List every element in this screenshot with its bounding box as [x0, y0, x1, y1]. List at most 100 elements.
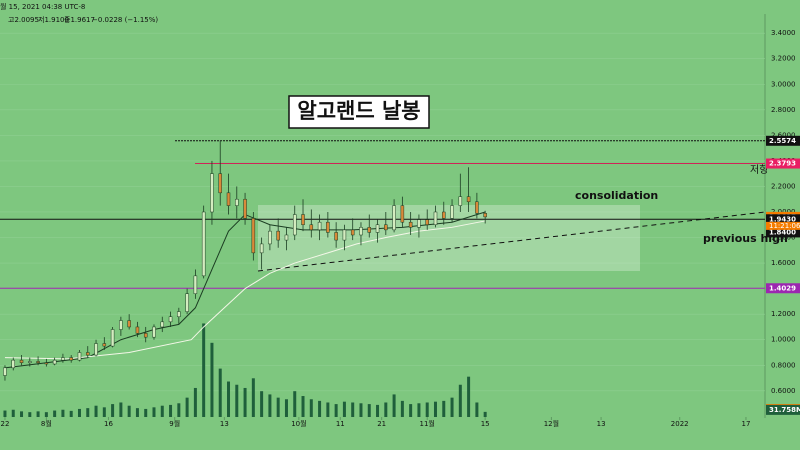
- volume-bar: [86, 408, 90, 417]
- volume-bar: [11, 409, 15, 417]
- price-tag-label: 31.758M: [769, 406, 800, 414]
- candle-body: [235, 198, 239, 206]
- volume-bar: [450, 397, 454, 417]
- candle-body: [317, 221, 322, 231]
- candle-body: [243, 198, 247, 219]
- candle-body: [177, 311, 181, 317]
- countdown: 11:21:06: [769, 222, 800, 230]
- volume-bar: [210, 342, 214, 417]
- volume-bar: [458, 384, 462, 417]
- volume-bar: [318, 400, 322, 417]
- candle-body: [168, 316, 173, 323]
- y-tick-label: 0.6000: [771, 387, 796, 395]
- header-high: 고2.0095: [8, 16, 39, 24]
- volume-bar: [202, 323, 206, 417]
- candle-body: [268, 230, 272, 245]
- candle-body: [450, 205, 454, 219]
- candle-body: [226, 192, 231, 206]
- header-low: 저1.9100: [38, 15, 69, 24]
- candle-body: [44, 362, 49, 365]
- y-tick-label: 1.0000: [771, 336, 796, 344]
- volume-bar: [69, 410, 73, 417]
- x-tick-label: 15: [481, 420, 490, 428]
- annotation: consolidation: [575, 189, 658, 202]
- y-tick-label: 2.6000: [771, 131, 796, 139]
- volume-bar: [367, 404, 371, 417]
- volume-bar: [243, 387, 247, 417]
- x-tick-label: 13: [597, 420, 606, 428]
- volume-bar: [359, 403, 363, 417]
- volume-bar: [111, 404, 115, 417]
- annotation: 저항: [750, 164, 768, 176]
- candle-body: [475, 201, 479, 214]
- candle-body: [301, 214, 305, 226]
- candle-body: [3, 367, 7, 376]
- candle-body: [77, 352, 82, 361]
- x-tick-label: 2022: [671, 420, 689, 428]
- price-tag: [766, 214, 800, 225]
- price-tag: [766, 283, 800, 294]
- price-tag-label: 2.3793: [769, 160, 796, 168]
- candle-body: [433, 211, 438, 226]
- volume-bar: [135, 408, 139, 417]
- price-tag-label: 1.9430: [769, 215, 796, 223]
- consolidation-box: [258, 205, 640, 271]
- volume-bar: [442, 400, 446, 417]
- header-date: 월 15, 2021 04:38 UTC-8: [0, 2, 85, 11]
- volume-bar: [53, 410, 57, 417]
- candle-body: [425, 219, 429, 226]
- candle-body: [466, 196, 471, 203]
- candle-body: [102, 343, 107, 347]
- candle-body: [152, 326, 156, 338]
- x-tick-label: 9월: [169, 419, 180, 428]
- volume-bar: [309, 399, 313, 417]
- y-tick-label: 2.2000: [771, 182, 796, 190]
- x-tick-label: 10월: [291, 419, 306, 428]
- candle-body: [36, 361, 40, 363]
- candle-body: [292, 214, 297, 236]
- price-tag: [766, 135, 800, 146]
- y-tick-label: 3.2000: [771, 55, 796, 63]
- volume-bar: [169, 404, 173, 417]
- candle-body: [442, 211, 446, 219]
- volume-bar: [127, 405, 131, 417]
- title-box: [288, 95, 430, 129]
- candle-body: [384, 224, 388, 231]
- candle-body: [210, 173, 214, 213]
- volume-bar: [94, 405, 98, 417]
- volume-bar: [276, 397, 280, 417]
- volume-bar: [392, 394, 396, 417]
- candle-body: [326, 221, 330, 233]
- volume-bar: [3, 410, 7, 417]
- volume-bar: [119, 402, 123, 417]
- header-bar: [0, 0, 800, 14]
- volume-bar: [152, 407, 156, 417]
- volume-bar: [260, 391, 264, 417]
- volume-bar: [384, 402, 388, 417]
- y-tick-label: 3.0000: [771, 80, 796, 88]
- candle-body: [61, 357, 65, 361]
- volume-bar: [193, 387, 197, 417]
- candle-body: [309, 224, 314, 231]
- price-tag: [766, 404, 800, 415]
- volume-bar: [77, 408, 81, 417]
- candle-body: [259, 243, 264, 254]
- candle-body: [86, 352, 90, 356]
- x-tick-label: 22: [1, 420, 10, 428]
- candle-body: [119, 320, 123, 330]
- candle-body: [11, 359, 15, 369]
- countdown-box: [766, 221, 800, 230]
- candle-body: [69, 357, 73, 361]
- candle-body: [52, 359, 57, 365]
- candle-body: [483, 213, 487, 218]
- volume-bar: [334, 404, 338, 417]
- candle-body: [284, 234, 289, 241]
- price-tag-label: 1.8400: [769, 228, 796, 236]
- candle-body: [193, 275, 198, 294]
- volume-bar: [409, 404, 413, 417]
- volume-bar: [251, 378, 255, 417]
- volume-bar: [61, 409, 65, 417]
- candle-body: [94, 343, 98, 356]
- volume-bar: [227, 381, 231, 417]
